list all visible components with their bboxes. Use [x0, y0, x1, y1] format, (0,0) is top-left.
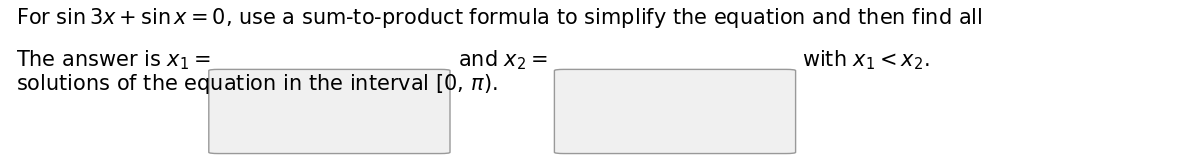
Text: with $x_1 < x_2$.: with $x_1 < x_2$.	[802, 49, 929, 72]
Text: For $\sin 3x + \sin x = 0$, use a sum-to-product formula to simplify the equatio: For $\sin 3x + \sin x = 0$, use a sum-to…	[16, 6, 982, 30]
FancyBboxPatch shape	[209, 69, 450, 154]
Text: solutions of the equation in the interval $[0,\, \pi)$.: solutions of the equation in the interva…	[16, 72, 498, 96]
Text: and $x_2 =$: and $x_2 =$	[458, 49, 548, 72]
Text: The answer is $x_1 =$: The answer is $x_1 =$	[16, 49, 210, 72]
FancyBboxPatch shape	[554, 69, 796, 154]
